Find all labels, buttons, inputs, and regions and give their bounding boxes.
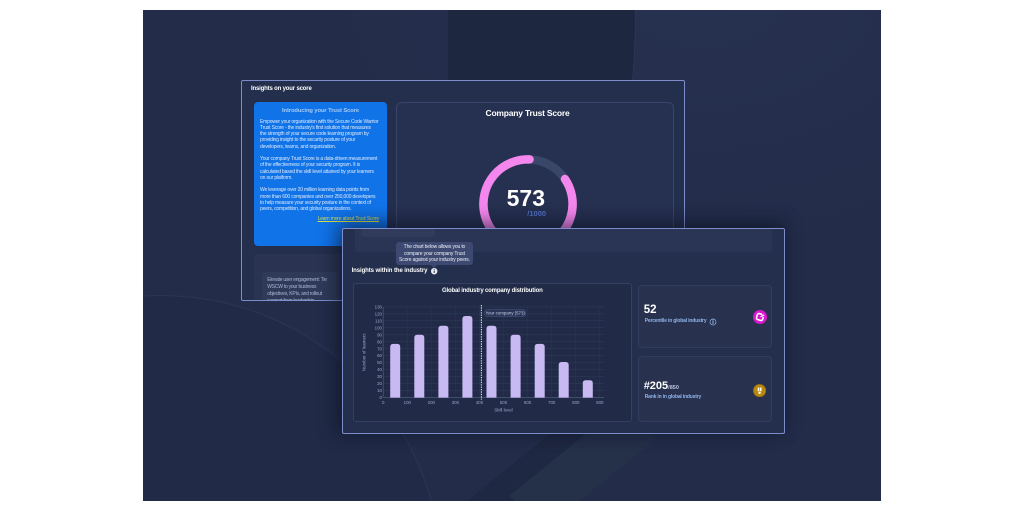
svg-text:50: 50	[377, 360, 382, 365]
svg-text:Skill level: Skill level	[494, 408, 512, 413]
svg-text:90: 90	[377, 332, 382, 337]
svg-text:200: 200	[428, 400, 436, 405]
svg-text:0: 0	[380, 395, 383, 400]
svg-text:500: 500	[500, 400, 508, 405]
svg-text:10: 10	[377, 388, 382, 393]
svg-text:900: 900	[596, 400, 604, 405]
svg-text:100: 100	[375, 325, 383, 330]
svg-text:30: 30	[377, 374, 382, 379]
svg-text:100: 100	[404, 400, 412, 405]
svg-text:120: 120	[375, 311, 383, 316]
svg-text:600: 600	[524, 400, 532, 405]
svg-text:Number of learners: Number of learners	[361, 333, 366, 371]
svg-text:400: 400	[476, 400, 484, 405]
svg-text:80: 80	[377, 339, 382, 344]
svg-text:60: 60	[377, 353, 382, 358]
svg-text:300: 300	[452, 400, 460, 405]
svg-text:70: 70	[377, 346, 382, 351]
svg-text:700: 700	[548, 400, 556, 405]
svg-text:800: 800	[572, 400, 580, 405]
svg-text:Your company (573): Your company (573)	[485, 311, 525, 316]
svg-text:40: 40	[377, 367, 382, 372]
svg-text:20: 20	[377, 381, 382, 386]
svg-text:0: 0	[382, 400, 385, 405]
svg-text:130: 130	[375, 304, 383, 309]
svg-text:110: 110	[375, 318, 383, 323]
